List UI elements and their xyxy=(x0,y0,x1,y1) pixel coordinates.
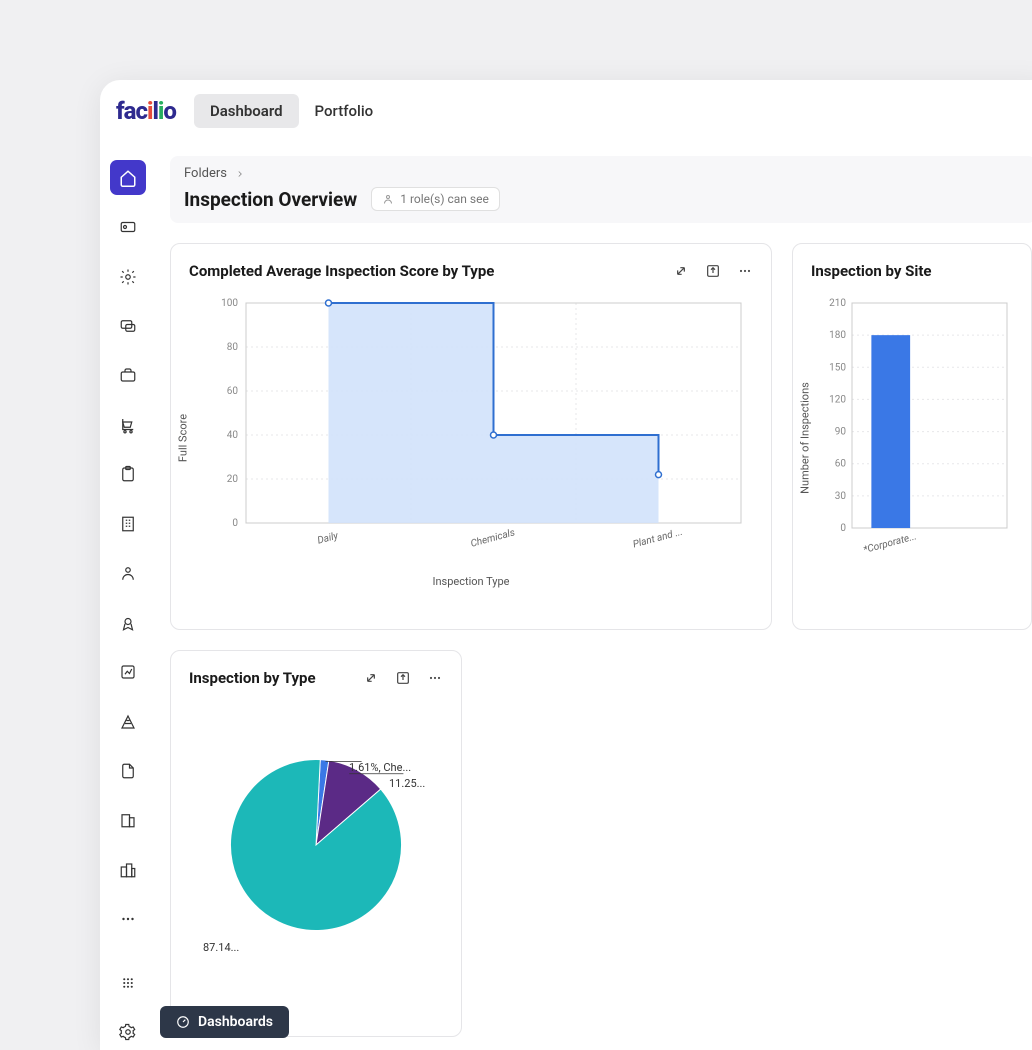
pie-label: 1.61%, Che... xyxy=(349,761,411,774)
svg-text:0: 0 xyxy=(232,518,238,529)
sidebar-chat-icon[interactable] xyxy=(110,308,146,343)
svg-text:20: 20 xyxy=(227,474,239,485)
svg-text:80: 80 xyxy=(227,342,239,353)
sidebar-cart-icon[interactable] xyxy=(110,407,146,442)
svg-text:0: 0 xyxy=(840,523,846,534)
svg-text:60: 60 xyxy=(835,459,847,470)
svg-text:90: 90 xyxy=(835,427,847,438)
svg-text:30: 30 xyxy=(835,491,847,502)
card-by-site: Inspection by Site Number of Inspections… xyxy=(792,243,1032,630)
sidebar-settings-icon[interactable] xyxy=(110,1014,146,1049)
sidebar-building2-icon[interactable] xyxy=(110,803,146,838)
breadcrumb-folder[interactable]: Folders xyxy=(184,166,227,181)
export-icon[interactable] xyxy=(705,263,721,279)
expand-icon[interactable] xyxy=(673,263,689,279)
y-axis-label: Full Score xyxy=(177,414,190,462)
x-axis-label: Inspection Type xyxy=(432,575,509,588)
card-by-type: Inspection by Type 1.61%, Che... 11.25..… xyxy=(170,650,462,1037)
export-icon[interactable] xyxy=(395,670,411,686)
sidebar xyxy=(100,142,156,1050)
sidebar-home-icon[interactable] xyxy=(110,160,146,195)
chevron-right-icon xyxy=(235,169,245,179)
card-title: Completed Average Inspection Score by Ty… xyxy=(189,262,494,280)
svg-text:60: 60 xyxy=(227,386,239,397)
sidebar-building-icon[interactable] xyxy=(110,506,146,541)
card-title: Inspection by Type xyxy=(189,669,316,687)
svg-text:Chemicals: Chemicals xyxy=(470,527,517,549)
sidebar-file-icon[interactable] xyxy=(110,753,146,788)
gauge-icon xyxy=(176,1015,190,1029)
sidebar-clipboard-icon[interactable] xyxy=(110,457,146,492)
chart-step-area: 0 20 40 60 80 100 Daily Chemicals Plant and ... xyxy=(189,298,753,578)
card-avg-score: Completed Average Inspection Score by Ty… xyxy=(170,243,772,630)
expand-icon[interactable] xyxy=(363,670,379,686)
sidebar-grid-icon[interactable] xyxy=(110,965,146,1000)
pie-label: 87.14... xyxy=(203,941,239,954)
user-icon xyxy=(382,193,394,205)
page-title: Inspection Overview xyxy=(184,188,357,211)
dashboards-pill[interactable]: Dashboards xyxy=(160,1006,289,1038)
sidebar-more-icon[interactable] xyxy=(110,902,146,937)
chart-bar: 0 30 60 90 120 150 180 210 *Corporate... xyxy=(811,298,1013,578)
svg-text:210: 210 xyxy=(829,298,846,309)
sidebar-person-icon[interactable] xyxy=(110,556,146,591)
role-badge-text: 1 role(s) can see xyxy=(400,192,489,206)
svg-text:100: 100 xyxy=(221,298,238,309)
more-icon[interactable] xyxy=(737,263,753,279)
sidebar-toolbox-icon[interactable] xyxy=(110,358,146,393)
brand-logo: facilio xyxy=(116,97,176,125)
pill-label: Dashboards xyxy=(198,1014,273,1030)
nav-tab-portfolio[interactable]: Portfolio xyxy=(299,94,390,128)
nav-tab-dashboard[interactable]: Dashboard xyxy=(194,94,299,128)
svg-text:40: 40 xyxy=(227,430,239,441)
sidebar-gear-icon[interactable] xyxy=(110,259,146,294)
breadcrumb[interactable]: Folders xyxy=(184,166,1022,181)
card-title: Inspection by Site xyxy=(811,262,932,280)
sidebar-pyramid-icon[interactable] xyxy=(110,704,146,739)
svg-text:*Corporate...: *Corporate... xyxy=(862,531,918,556)
chart-pie xyxy=(221,750,411,940)
sidebar-buildings-icon[interactable] xyxy=(110,852,146,887)
role-badge[interactable]: 1 role(s) can see xyxy=(371,187,500,211)
svg-text:120: 120 xyxy=(829,394,846,405)
svg-text:Daily: Daily xyxy=(316,530,339,546)
more-icon[interactable] xyxy=(427,670,443,686)
svg-text:Plant and ...: Plant and ... xyxy=(632,527,684,551)
y-axis-label: Number of Inspections xyxy=(799,382,812,494)
sidebar-badge-icon[interactable] xyxy=(110,605,146,640)
svg-text:180: 180 xyxy=(829,330,846,341)
sidebar-hvac-icon[interactable] xyxy=(110,209,146,244)
sidebar-chart-icon[interactable] xyxy=(110,654,146,689)
pie-label: 11.25... xyxy=(389,777,425,790)
svg-text:150: 150 xyxy=(829,362,846,373)
